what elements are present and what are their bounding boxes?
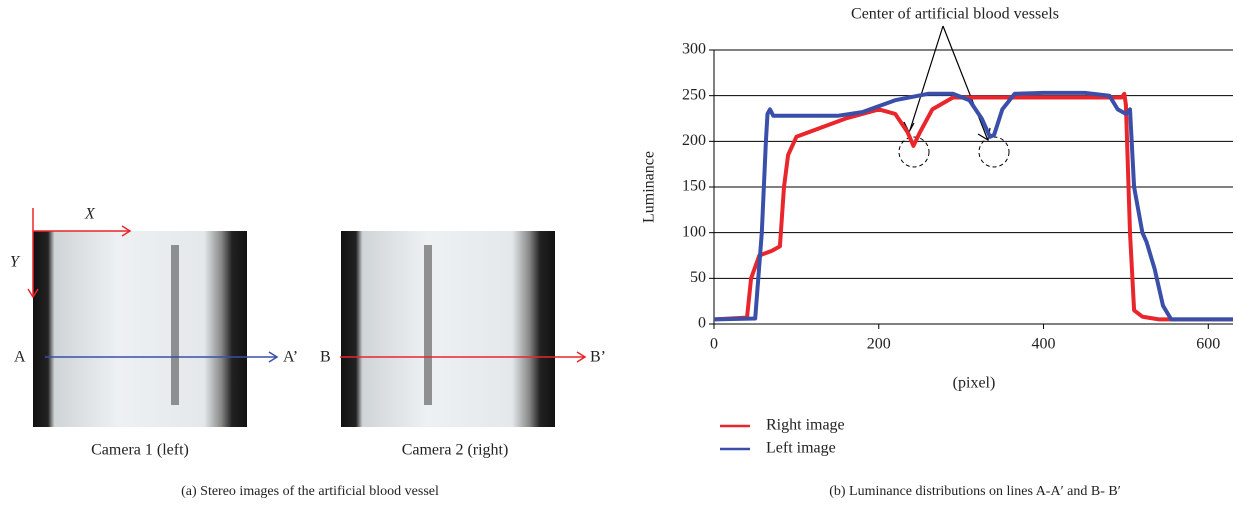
y-tick-label: 150 xyxy=(682,178,706,195)
legend-label: Left image xyxy=(766,440,836,457)
vessel-shadow xyxy=(424,245,432,405)
line-label: A xyxy=(14,349,26,366)
y-tick-label: 100 xyxy=(682,223,706,240)
chart: Center of artificial blood vessels Lumin… xyxy=(641,6,1233,500)
y-tick-label: 250 xyxy=(682,86,706,103)
y-tick-label: 200 xyxy=(682,132,706,149)
legend-label: Right image xyxy=(766,417,845,434)
x-axis-label: (pixel) xyxy=(953,375,996,392)
caption: (a) Stereo images of the artificial bloo… xyxy=(181,484,439,499)
vessel-shadow xyxy=(171,245,179,405)
line-label: B xyxy=(320,349,331,366)
camera1-image xyxy=(33,231,247,427)
y-axis-label: Luminance xyxy=(641,151,658,223)
annotation-arrow xyxy=(910,26,987,138)
series-line xyxy=(714,94,1233,320)
y-tick-label: 0 xyxy=(698,315,706,332)
x-tick-label: 0 xyxy=(710,336,718,353)
line-label: B’ xyxy=(590,349,606,366)
x-label: X xyxy=(84,206,96,223)
camera-label: Camera 1 (left) xyxy=(91,442,189,459)
x-tick-label: 600 xyxy=(1196,336,1220,353)
caption: (b) Luminance distributions on lines A-A… xyxy=(829,484,1121,499)
y-tick-label: 50 xyxy=(690,269,706,286)
camera2-image xyxy=(341,231,555,427)
camera-label: Camera 2 (right) xyxy=(402,442,509,459)
y-tick-label: 300 xyxy=(682,41,706,58)
annotation: Center of artificial blood vessels xyxy=(851,6,1059,23)
y-label: Y xyxy=(10,254,21,271)
x-tick-label: 400 xyxy=(1032,336,1056,353)
series-line xyxy=(714,93,1233,320)
x-tick-label: 200 xyxy=(867,336,891,353)
line-label: A’ xyxy=(283,349,298,366)
panel-a: X Y A A’ B B’ Camera 1 (left) Camera 2 (… xyxy=(10,206,606,500)
figure: X Y A A’ B B’ Camera 1 (left) Camera 2 (… xyxy=(0,0,1238,505)
